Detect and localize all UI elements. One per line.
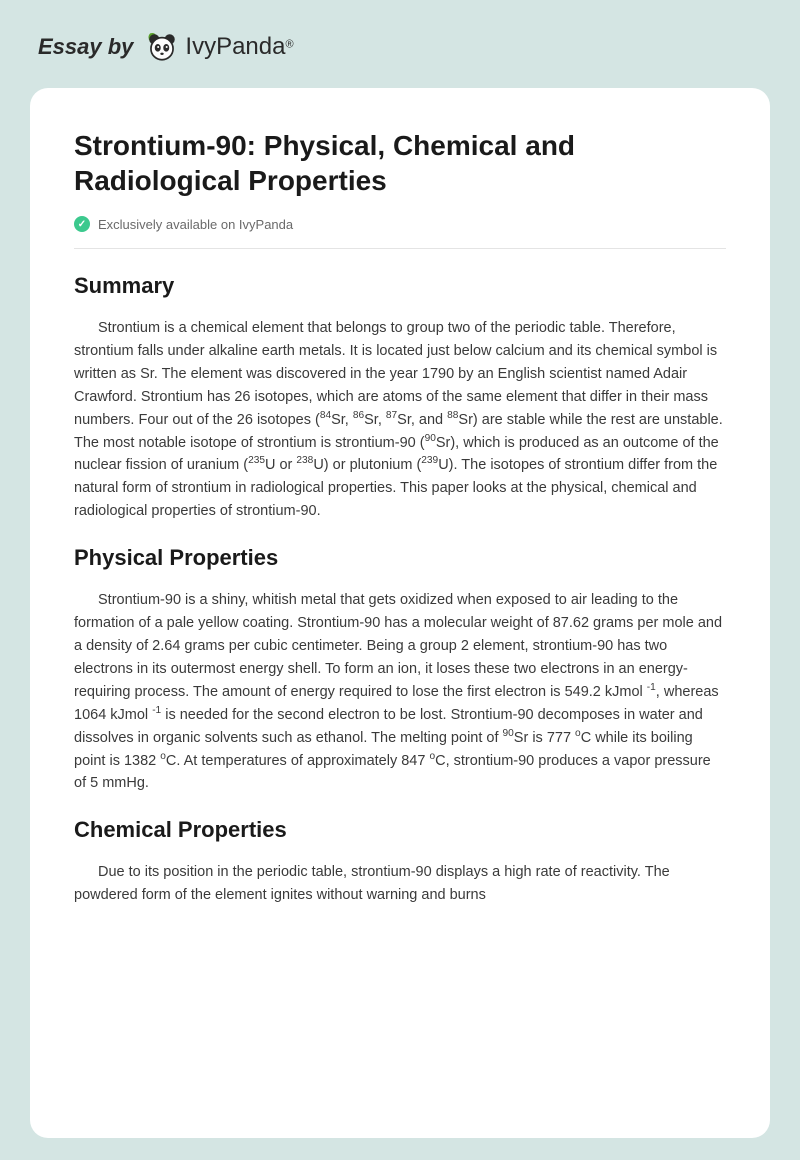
brand-logo: IvyPanda® — [145, 30, 293, 64]
summary-body: Strontium is a chemical element that bel… — [74, 317, 726, 523]
brand-name: IvyPanda® — [185, 33, 293, 61]
essay-by-label: Essay by — [38, 34, 133, 60]
physical-heading: Physical Properties — [74, 545, 726, 571]
brand-registered: ® — [285, 39, 293, 51]
chemical-heading: Chemical Properties — [74, 817, 726, 843]
brand-text: IvyPanda — [185, 33, 285, 60]
page-title: Strontium-90: Physical, Chemical and Rad… — [74, 128, 726, 198]
badge-text: Exclusively available on IvyPanda — [98, 217, 293, 232]
physical-body: Strontium-90 is a shiny, whitish metal t… — [74, 589, 726, 795]
page-header: Essay by IvyPanda® — [30, 30, 770, 64]
summary-heading: Summary — [74, 273, 726, 299]
availability-badge: Exclusively available on IvyPanda — [74, 216, 726, 249]
chemical-body: Due to its position in the periodic tabl… — [74, 861, 726, 907]
check-icon — [74, 216, 90, 232]
ivypanda-icon — [145, 30, 179, 64]
content-card: Strontium-90: Physical, Chemical and Rad… — [30, 88, 770, 1138]
